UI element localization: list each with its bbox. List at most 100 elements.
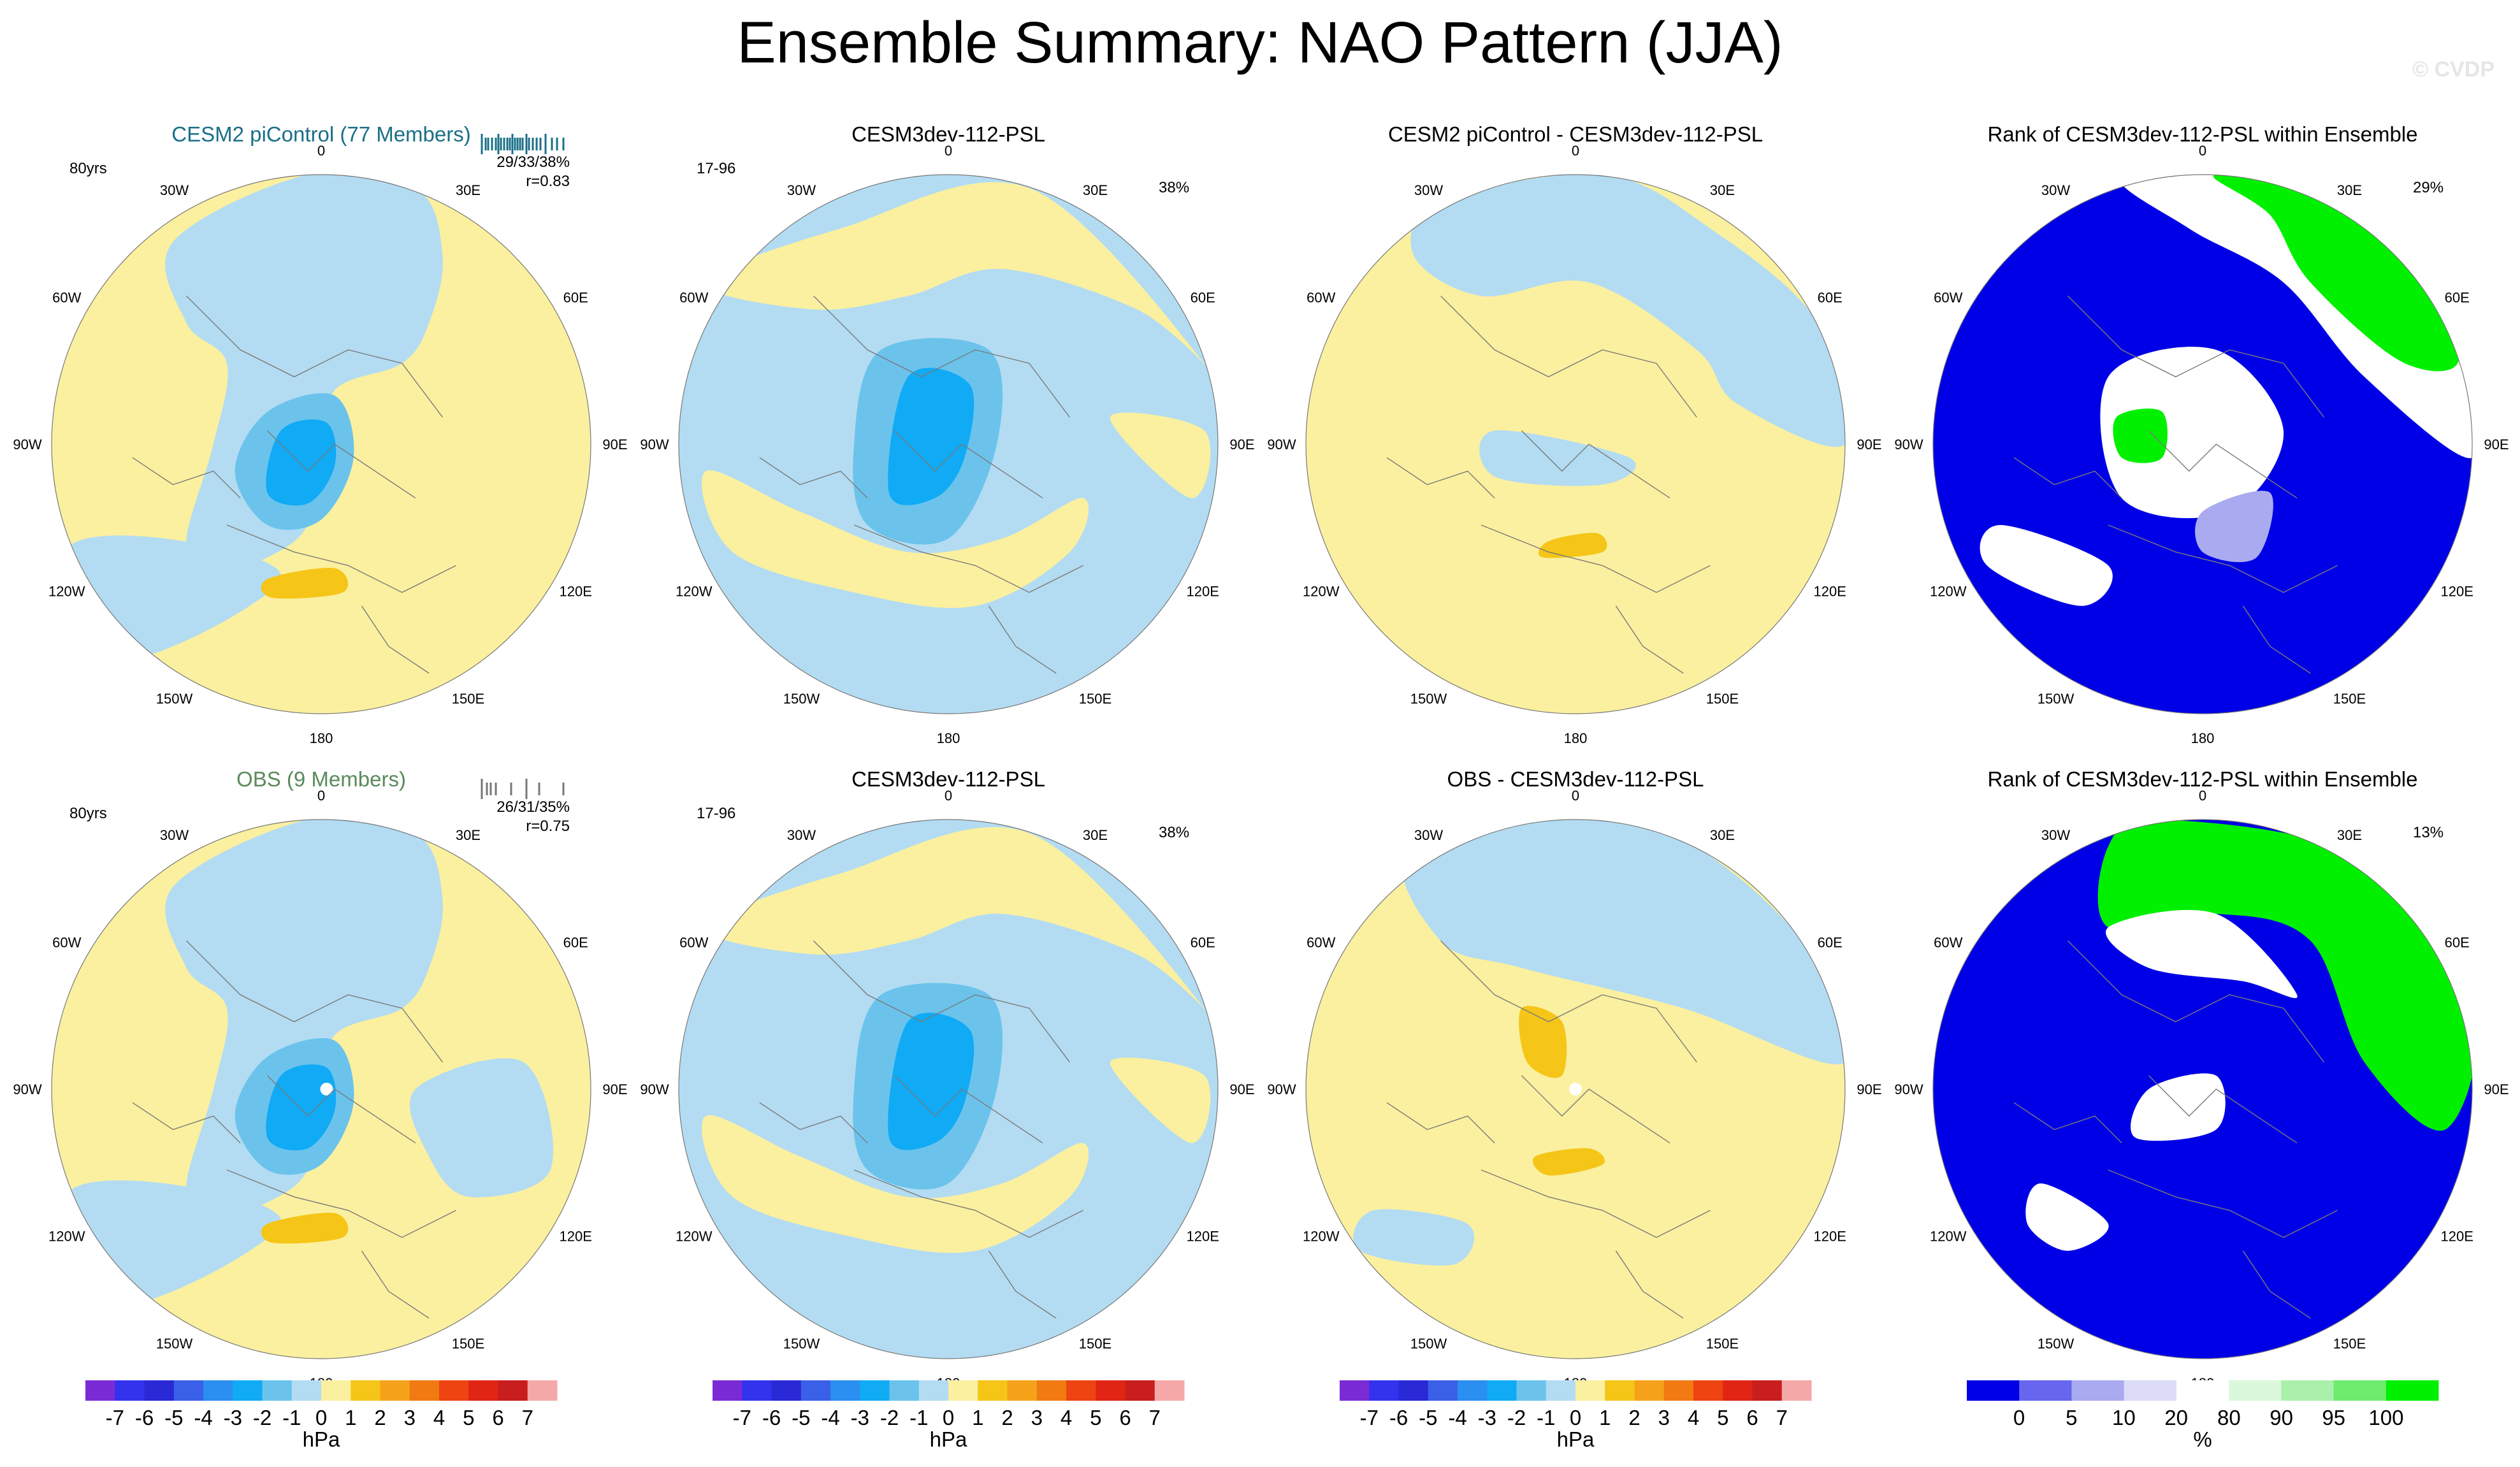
coastline	[1481, 524, 1711, 593]
colorbar-box	[1634, 1380, 1665, 1401]
lon-label: 150E	[1706, 1336, 1739, 1352]
lon-label: 60E	[563, 290, 588, 306]
coastline	[266, 430, 416, 499]
lon-label: 120E	[560, 584, 592, 600]
lon-label: 30W	[1414, 182, 1443, 198]
coastline	[132, 1102, 241, 1144]
lon-label: 150W	[156, 1336, 193, 1352]
colorbar-box	[1752, 1380, 1783, 1401]
colorbar-box	[115, 1380, 145, 1401]
map-field	[52, 175, 591, 714]
colorbar-box	[1723, 1380, 1753, 1401]
colorbar-box	[439, 1380, 469, 1401]
coastline	[2067, 940, 2324, 1063]
positive-region	[196, 591, 363, 674]
colorbar-box	[1967, 1380, 2020, 1401]
lon-label: 180	[937, 730, 960, 746]
map-border	[678, 174, 1219, 714]
colorbar-tick: 1	[345, 1406, 356, 1429]
panel-title: CESM2 piControl - CESM3dev-112-PSL	[1388, 122, 1763, 146]
lon-label: 150E	[1079, 1336, 1112, 1352]
lon-label: 90E	[1857, 1081, 1881, 1097]
lon-label: 60W	[52, 935, 81, 951]
colorbar-box	[2019, 1380, 2072, 1401]
coastline	[988, 1250, 1057, 1319]
colorbar-tick: 6	[1746, 1406, 1758, 1429]
map-border	[1305, 174, 1846, 714]
lon-label: 90W	[1894, 1081, 1923, 1097]
colorbar-tick: 6	[1119, 1406, 1131, 1429]
lon-label: 60W	[1307, 935, 1335, 951]
colorbar-tick: 0	[943, 1406, 954, 1429]
lon-label: 90E	[1857, 437, 1881, 452]
lon-label: 150W	[783, 691, 820, 707]
rank-region	[2118, 175, 2472, 459]
coastline	[2067, 295, 2324, 418]
lon-label: 90E	[602, 1081, 627, 1097]
panel-title: CESM3dev-112-PSL	[851, 122, 1045, 146]
watermark: © CVDP	[2412, 57, 2495, 82]
coastline	[853, 524, 1083, 593]
lon-label: 120E	[1187, 1229, 1219, 1245]
lon-label: 150W	[1410, 1336, 1447, 1352]
map-field	[1933, 175, 2472, 714]
colorbar-box	[2124, 1380, 2177, 1401]
coastline	[186, 295, 443, 418]
lon-label: 0	[945, 143, 952, 159]
lon-label: 180	[2191, 730, 2215, 746]
pattern-pct: 38%	[1159, 179, 1189, 196]
lon-label: 90W	[1894, 437, 1923, 452]
lon-label: 30W	[160, 827, 189, 843]
lon-label: 120W	[1930, 584, 1967, 600]
lon-label: 30E	[456, 182, 481, 198]
colorbar-tick: 1	[1599, 1406, 1611, 1429]
positive-region	[706, 827, 1208, 1013]
colorbar-tick: -5	[164, 1406, 183, 1429]
missing-point	[1569, 1083, 1582, 1095]
coastlines	[1386, 940, 1711, 1319]
lon-label: 150E	[2333, 691, 2366, 707]
lon-label: 30W	[787, 827, 816, 843]
colorbar-box	[948, 1380, 978, 1401]
colorbar-box	[2071, 1380, 2125, 1401]
colorbar-box	[351, 1380, 380, 1401]
missing-point	[320, 1083, 333, 1095]
colorbar-box	[2176, 1380, 2229, 1401]
colorbar-tick: 5	[1717, 1406, 1728, 1429]
lon-label: 30E	[456, 827, 481, 843]
lon-label: 120W	[1303, 584, 1340, 600]
negative-region	[1401, 820, 1845, 1065]
colorbar-box	[1340, 1380, 1370, 1401]
panel-obs-bottom: 180150E120E90E60E30E030W60W90W120W150WOB…	[13, 767, 627, 1391]
negative-region	[165, 820, 443, 1225]
lon-label: 60W	[679, 935, 708, 951]
colorbar-box	[144, 1380, 175, 1401]
rank-region	[2113, 408, 2168, 463]
period-label: 17-96	[697, 805, 735, 822]
colorbar-box	[713, 1380, 742, 1401]
lon-label: 180	[310, 730, 333, 746]
colorbar-box	[830, 1380, 860, 1401]
colorbar-tick: 4	[433, 1406, 445, 1429]
colorbar-tick: 0	[2013, 1406, 2025, 1429]
coastline	[1481, 1169, 1711, 1238]
lon-label: 120W	[676, 584, 713, 600]
colorbar-unit: %	[2193, 1427, 2212, 1451]
coastline	[226, 524, 456, 593]
member-stats: 29/33/38%	[496, 154, 570, 171]
pattern-pct: 29%	[2413, 179, 2444, 196]
colorbar-tick: -2	[253, 1406, 272, 1429]
panel-diff-bottom: 180150E120E90E60E30E030W60W90W120W150WOB…	[1267, 767, 1881, 1391]
coastline	[894, 430, 1043, 499]
panel-dev-top: 180 150E 120E 90E 60E 30E 0 30W 60W 90W 120W 150W CE…	[640, 122, 1254, 746]
colorbar-box	[380, 1380, 410, 1401]
coastline	[813, 295, 1070, 418]
colorbar-box	[771, 1380, 802, 1401]
colorbar-tick: -6	[135, 1406, 154, 1429]
rank-region	[2213, 175, 2460, 372]
colorbar-tick: -5	[792, 1406, 810, 1429]
colorbar-box	[468, 1380, 498, 1401]
rank-region	[2097, 820, 2472, 1131]
lon-label: 90E	[1229, 437, 1254, 452]
colorbar-tick: 20	[2164, 1406, 2188, 1429]
